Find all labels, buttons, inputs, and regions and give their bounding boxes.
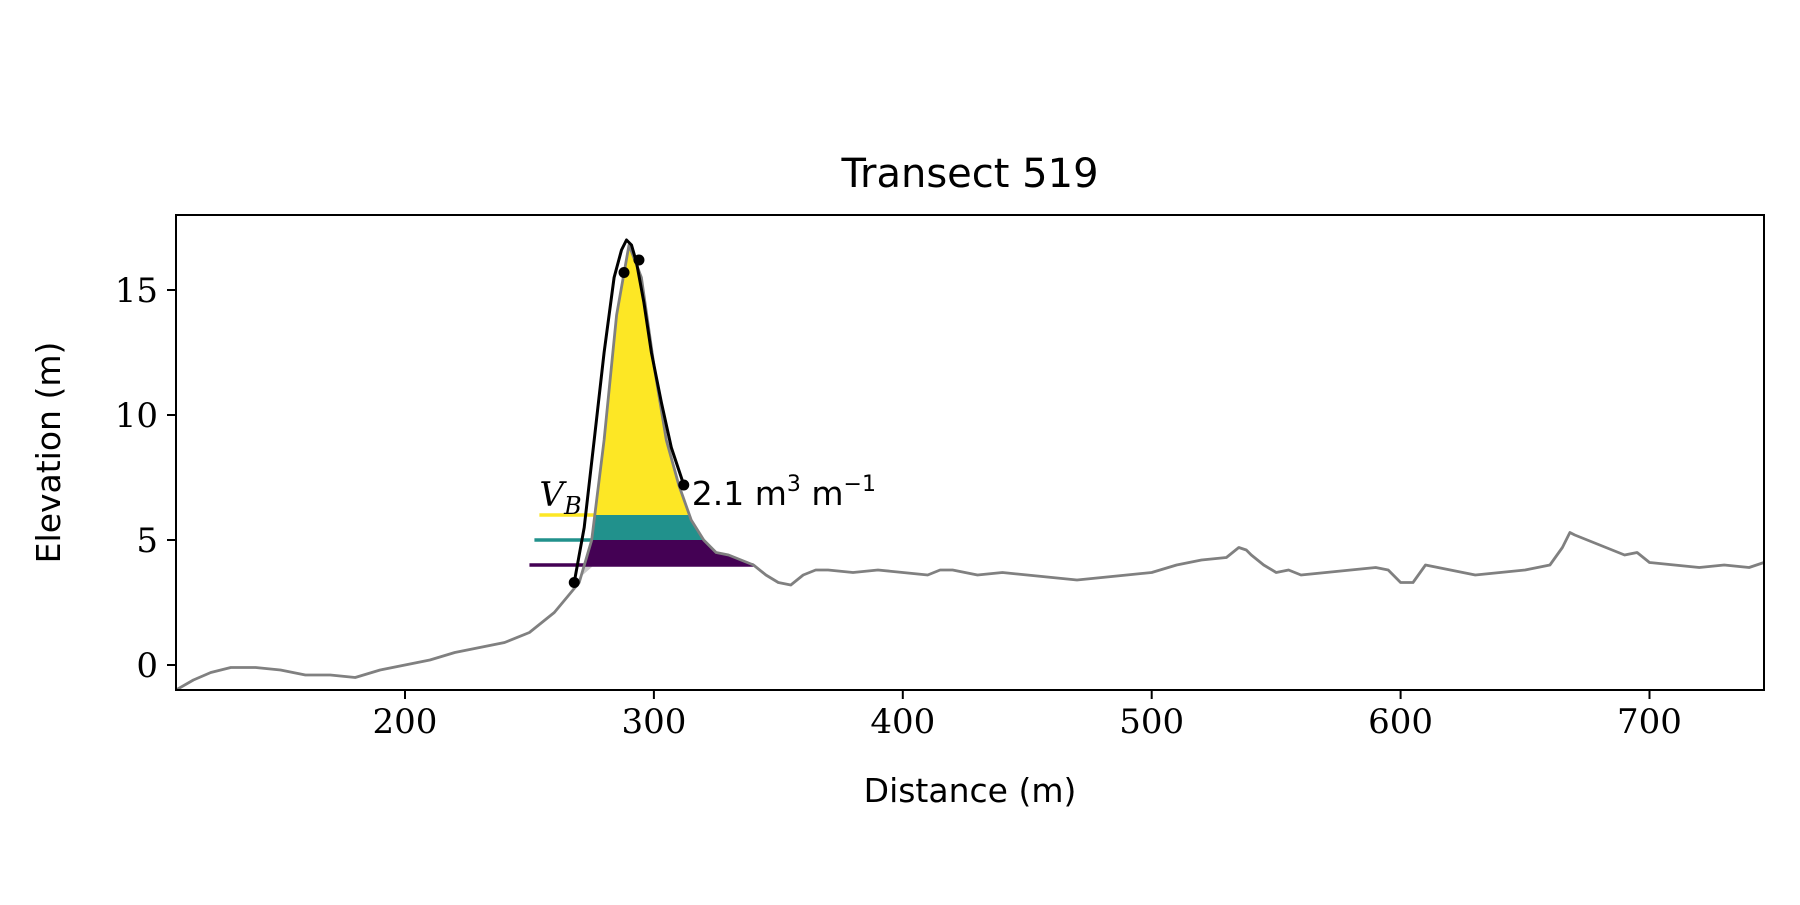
volume-fill-mid xyxy=(591,515,704,540)
y-tick-label: 0 xyxy=(136,646,158,686)
dune-point-marker xyxy=(618,267,630,278)
x-tick-label: 400 xyxy=(870,702,935,742)
x-tick-label: 500 xyxy=(1119,702,1184,742)
dune-point-marker xyxy=(633,254,645,266)
volume-level-symbol: VB xyxy=(539,475,581,520)
x-tick-label: 200 xyxy=(373,702,438,742)
x-tick-label: 300 xyxy=(621,702,686,742)
dune-outline-line xyxy=(572,238,686,583)
y-tick-label: 5 xyxy=(136,521,158,561)
plot-area xyxy=(176,238,1764,690)
x-tick-label: 700 xyxy=(1617,702,1682,742)
dune-point-marker xyxy=(678,479,690,491)
axis-ticks: 200 300 400 500 600 700 0 5 10 15 xyxy=(115,271,1682,742)
y-tick-label: 15 xyxy=(115,271,158,311)
x-tick-label: 600 xyxy=(1368,702,1433,742)
chart-title: Transect 519 xyxy=(840,151,1098,197)
volume-fill-high xyxy=(594,246,690,515)
y-tick-label: 10 xyxy=(115,396,158,436)
profile-line xyxy=(176,243,1764,690)
x-axis-label: Distance (m) xyxy=(864,771,1077,810)
dune-point-marker xyxy=(568,577,580,588)
volume-fill-low xyxy=(584,540,754,565)
plot-layer xyxy=(176,238,1764,690)
plot-frame xyxy=(175,214,1765,691)
volume-annotation: 2.1 m3 m−1 xyxy=(692,472,876,513)
y-axis-label: Elevation (m) xyxy=(29,342,68,564)
